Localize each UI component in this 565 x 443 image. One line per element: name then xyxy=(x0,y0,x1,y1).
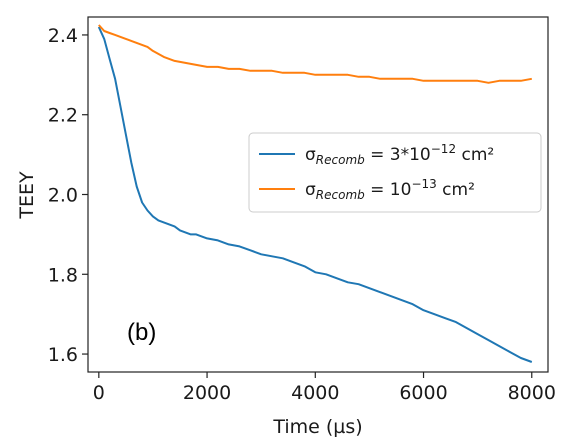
y-tick-label: 2.0 xyxy=(48,185,78,207)
legend-1-unit: cm² xyxy=(456,145,494,165)
legend-2-prefix: σ xyxy=(305,180,316,200)
series-line-1 xyxy=(97,26,533,363)
series-line-2 xyxy=(98,24,532,84)
legend-1-prefix: σ xyxy=(305,145,316,165)
legend-2-sub: Recomb xyxy=(316,188,365,202)
y-axis-label: TEEY xyxy=(16,171,38,220)
legend: σRecomb = 3*10−12 cm² σRecomb = 10−13 cm… xyxy=(248,132,542,213)
y-tick-label: 1.8 xyxy=(48,264,78,286)
x-tick-label: 8000 xyxy=(508,382,556,404)
legend-2-sup: −13 xyxy=(411,177,436,191)
y-tick-label: 2.2 xyxy=(48,105,78,127)
ticks-layer: 0 2000 4000 6000 8000 1.6 1.8 2.0 2.2 2.4 xyxy=(48,25,556,404)
y-tick-label: 1.6 xyxy=(48,344,78,366)
x-tick-label: 2000 xyxy=(183,382,231,404)
legend-2-unit: cm² xyxy=(437,180,475,200)
x-tick-label: 0 xyxy=(93,382,105,404)
legend-label-2: σRecomb = 10−13 cm² xyxy=(305,177,475,202)
legend-1-sup: −12 xyxy=(431,142,456,156)
x-tick-label: 6000 xyxy=(399,382,447,404)
legend-2-text: = 10 xyxy=(365,180,412,200)
x-axis-label: Time (µs) xyxy=(272,416,362,438)
legend-1-sub: Recomb xyxy=(316,153,365,167)
legend-label-1: σRecomb = 3*10−12 cm² xyxy=(305,142,494,167)
legend-box xyxy=(248,132,542,213)
legend-1-text: = 3*10 xyxy=(365,145,431,165)
y-tick-label: 2.4 xyxy=(48,25,78,47)
x-tick-label: 4000 xyxy=(291,382,339,404)
panel-label: (b) xyxy=(127,319,156,346)
series-layer xyxy=(97,24,533,363)
